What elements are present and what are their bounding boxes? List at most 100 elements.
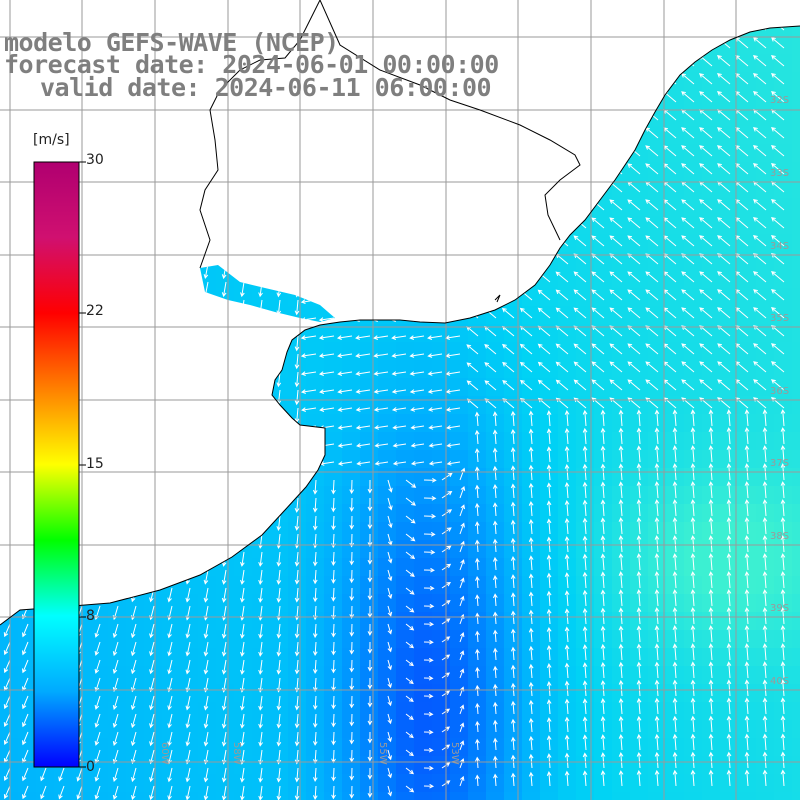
wind-arrow [405,587,415,595]
forecast-date-title: forecast date: 2024-06-01 00:00:00 [4,50,499,79]
wind-arrow [112,659,119,675]
wind-arrow [167,389,173,405]
speed-cell [612,26,630,36]
wind-arrow [354,209,371,215]
wind-arrow [672,715,678,733]
wind-arrow [474,521,480,535]
speed-cell [252,414,270,432]
speed-cell [414,0,432,18]
speed-cell [612,306,630,324]
speed-cell [522,792,540,800]
wind-arrow [492,575,498,589]
speed-cell [594,126,612,144]
speed-cell [18,576,36,594]
wind-arrow [716,73,731,85]
wind-arrow [474,466,480,481]
wind-arrow [726,427,732,445]
speed-cell [306,180,324,198]
wind-arrow [167,461,173,477]
wind-arrow [618,499,624,517]
speed-cell [774,306,792,324]
speed-cell [612,252,630,270]
wind-arrow [367,731,373,744]
speed-cell [270,216,288,234]
wind-arrow [519,361,533,373]
wind-arrow [537,379,551,391]
wind-arrow [771,163,785,175]
wind-arrow [537,127,551,139]
speed-cell [720,90,738,108]
speed-cell [558,720,576,738]
wind-arrow [112,623,119,639]
speed-cell [594,432,612,450]
wind-arrow [349,659,355,673]
speed-cell [288,180,306,198]
wind-arrow [573,199,587,211]
wind-arrow [410,461,425,466]
speed-cell [36,792,54,800]
speed-cell [792,252,800,270]
wind-arrow [130,731,137,747]
speed-cell [216,576,234,594]
speed-cell [0,162,18,180]
speed-cell [180,198,198,216]
speed-cell [738,630,756,648]
wind-arrow [537,91,551,103]
speed-cell [684,414,702,432]
wind-arrow [391,335,407,340]
wind-arrow [501,253,515,265]
wind-arrow [410,443,425,448]
wind-arrow [672,607,678,625]
wind-arrow [681,361,695,373]
wind-arrow [372,245,389,250]
wind-arrow [94,569,101,585]
wind-arrow [349,695,355,709]
speed-cell [414,414,432,432]
wind-arrow [3,83,11,98]
wind-arrow [654,607,660,625]
speed-cell [540,522,558,540]
speed-cell [774,504,792,522]
speed-cell [450,684,468,702]
speed-cell [468,738,486,756]
wind-arrow [443,29,461,35]
wind-arrow [367,623,373,636]
speed-cell [0,306,18,324]
wind-arrow [367,785,373,798]
wind-arrow [591,271,605,283]
speed-cell [684,756,702,774]
wind-arrow [294,641,300,657]
wind-arrow [149,101,155,117]
speed-cell [18,792,36,800]
speed-cell [180,342,198,360]
wind-arrow [427,353,443,358]
speed-cell [486,288,504,306]
wind-arrow [300,191,317,197]
speed-cell [486,648,504,666]
lat-label: 39S [770,603,790,614]
wind-arrow [21,335,29,350]
wind-arrow [354,281,371,286]
colorbar-tick-15: 15 [86,456,104,472]
speed-cell [702,162,720,180]
speed-cell [612,702,630,720]
speed-cell [162,144,180,162]
colorbar-tick-30: 30 [86,152,104,168]
speed-cell [396,648,414,666]
speed-cell [774,360,792,378]
speed-cell [378,738,396,756]
wind-arrow [374,425,389,430]
speed-cell [72,774,90,792]
wind-arrow [149,767,155,783]
speed-cell [702,792,720,800]
speed-cell [144,108,162,126]
speed-cell [684,702,702,720]
speed-cell [216,378,234,396]
speed-cell [720,792,738,800]
speed-cell [180,756,198,774]
speed-cell [180,216,198,234]
wind-arrow [390,119,407,125]
speed-cell [378,342,396,360]
speed-cell [684,306,702,324]
wind-arrow [167,281,173,297]
